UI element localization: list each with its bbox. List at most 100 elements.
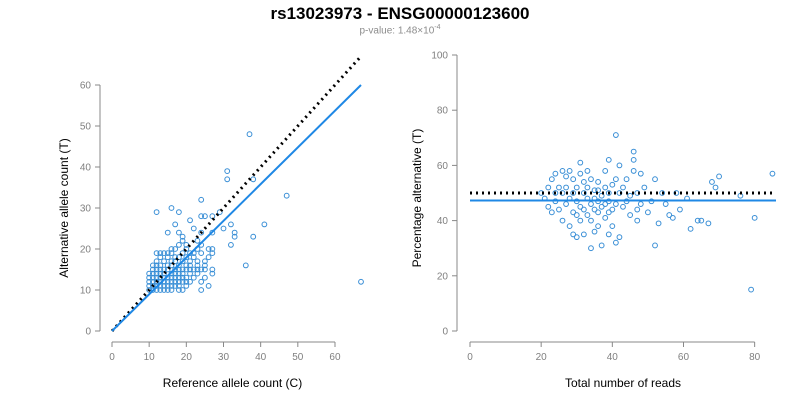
data-point: [283, 192, 290, 199]
data-point: [157, 266, 164, 273]
x-tick: 20: [536, 342, 547, 363]
data-point: [183, 246, 190, 252]
data-point: [228, 242, 234, 248]
data-point: [149, 287, 156, 293]
y-tick: 50: [80, 122, 100, 133]
data-point: [179, 287, 186, 293]
data-point: [602, 214, 609, 221]
data-point: [168, 258, 175, 265]
x-tick: 40: [255, 342, 267, 363]
data-point: [224, 168, 231, 175]
data-point: [153, 266, 160, 273]
data-point: [637, 170, 644, 177]
data-point: [175, 254, 182, 261]
data-point: [588, 217, 594, 224]
data-point: [659, 190, 666, 196]
data-point: [605, 209, 612, 216]
data-point: [563, 201, 569, 207]
y-tick-label: 80: [437, 106, 449, 117]
data-point: [627, 212, 634, 218]
data-point: [198, 213, 205, 220]
data-point: [570, 231, 577, 238]
data-point: [187, 258, 193, 265]
x-tick-label: 60: [329, 352, 341, 363]
x-tick: 0: [467, 342, 473, 363]
data-point: [179, 278, 186, 285]
data-point: [705, 220, 712, 227]
data-point: [209, 246, 216, 252]
y-tick: 0: [85, 327, 100, 338]
data-point: [605, 231, 612, 238]
data-point: [168, 262, 175, 269]
x-tick-label: 30: [218, 352, 230, 363]
data-point: [198, 278, 205, 285]
data-point: [634, 206, 641, 213]
data-point: [183, 283, 190, 289]
data-point: [623, 176, 630, 183]
data-point: [190, 266, 197, 273]
data-point: [687, 225, 694, 232]
data-point: [187, 217, 193, 224]
data-point: [591, 187, 598, 194]
x-tick: 10: [144, 342, 155, 363]
data-point: [194, 237, 201, 244]
data-point: [591, 206, 598, 213]
data-point: [566, 168, 573, 174]
data-point: [149, 278, 156, 285]
data-point: [602, 201, 609, 207]
data-point: [242, 262, 249, 269]
data-point: [605, 156, 612, 163]
data-point: [573, 234, 580, 241]
data-point: [612, 176, 619, 183]
data-point: [209, 270, 216, 277]
data-point: [577, 217, 584, 224]
data-point: [556, 184, 562, 191]
data-point: [149, 266, 156, 273]
data-point: [153, 278, 160, 285]
data-point: [183, 254, 190, 261]
data-point: [168, 246, 175, 252]
data-point: [202, 258, 208, 265]
data-point: [172, 221, 179, 228]
x-tick-label: 80: [749, 352, 761, 363]
data-point: [175, 262, 182, 269]
data-point: [602, 184, 609, 191]
p-value-subtitle: p-value: 1.48×10-4: [0, 24, 800, 36]
data-point: [620, 184, 626, 191]
y-tick-label: 20: [80, 245, 92, 256]
y-tick: 40: [80, 163, 100, 174]
data-point: [545, 203, 552, 210]
data-point: [641, 184, 648, 191]
y-tick: 30: [80, 204, 100, 215]
x-tick-label: 20: [181, 352, 193, 363]
data-point: [584, 184, 591, 191]
y-axis-title: Percentage alternative (T): [410, 129, 424, 268]
data-point: [198, 250, 205, 257]
y-tick: 10: [80, 286, 100, 297]
data-point: [580, 231, 587, 238]
data-point: [673, 190, 680, 196]
y-tick-label: 60: [437, 161, 449, 172]
data-point: [630, 156, 637, 163]
y-tick: 60: [80, 81, 100, 92]
data-point: [220, 225, 227, 232]
data-point: [616, 234, 623, 241]
data-point: [202, 274, 208, 281]
data-point: [149, 262, 156, 269]
data-point: [545, 184, 552, 191]
data-point: [630, 168, 637, 174]
data-point: [652, 242, 658, 249]
data-point: [179, 266, 186, 273]
data-point: [175, 229, 182, 236]
y-tick: 60: [437, 161, 457, 172]
data-point: [175, 287, 182, 293]
data-point: [149, 270, 156, 277]
y-tick-label: 20: [437, 271, 449, 282]
data-point: [598, 192, 605, 199]
chart-title: rs13023973 - ENSG00000123600: [270, 4, 530, 23]
data-point: [612, 132, 619, 138]
data-point: [250, 233, 257, 240]
data-point: [161, 287, 167, 293]
data-point: [172, 246, 179, 252]
x-tick: 60: [678, 342, 689, 363]
